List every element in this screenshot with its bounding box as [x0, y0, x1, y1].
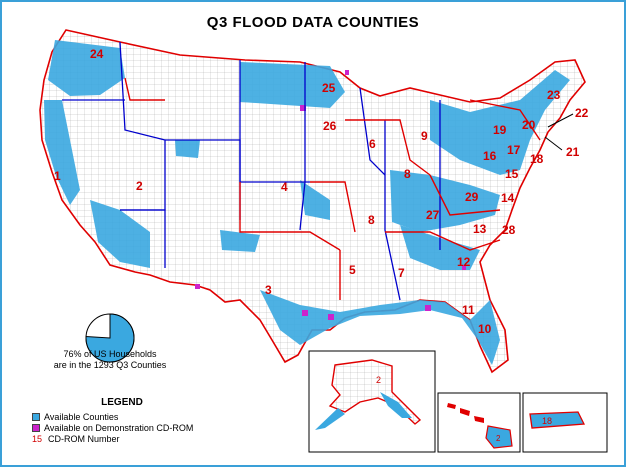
state-lines — [62, 41, 441, 301]
cd-label: 7 — [398, 266, 405, 280]
cd-label: 12 — [457, 255, 471, 269]
cd-label: 20 — [522, 118, 536, 132]
cd-label: 29 — [465, 190, 479, 204]
cd-label: 27 — [426, 208, 440, 222]
cd-label: 18 — [530, 152, 544, 166]
cd-label: 21 — [566, 145, 580, 159]
pie-caption-line1: 76% of US Households — [63, 349, 157, 359]
cd-label: 24 — [90, 47, 104, 61]
legend: LEGEND Available Counties Available on D… — [32, 397, 292, 444]
cd-label: 9 — [421, 129, 428, 143]
legend-row-available: Available Counties — [32, 411, 292, 422]
cd-label: 6 — [369, 137, 376, 151]
cd-label: 22 — [575, 106, 589, 120]
puerto-rico-cd-label: 18 — [542, 416, 552, 426]
cd-label: 15 — [505, 167, 519, 181]
cd-number-labels: 24 1 2 4 3 25 26 6 8 8 9 5 7 27 12 13 11… — [54, 47, 589, 336]
legend-row-cd-number: 15 CD-ROM Number — [32, 433, 292, 444]
cd-label: 25 — [322, 81, 336, 95]
cd-label: 3 — [265, 283, 272, 297]
legend-cd-number-label: CD-ROM Number — [48, 433, 120, 444]
legend-demo-label: Available on Demonstration CD-ROM — [44, 422, 194, 433]
cd-label: 23 — [547, 88, 561, 102]
cd-label: 11 — [462, 303, 475, 317]
available-swatch — [32, 412, 40, 421]
legend-available-label: Available Counties — [44, 411, 119, 422]
hawaii-inset: 2 — [437, 392, 521, 453]
cd-region-borders — [124, 77, 541, 300]
cd-label: 16 — [483, 149, 497, 163]
cd-number-sample: 15 — [32, 433, 43, 444]
cd-label: 17 — [507, 143, 521, 157]
pie-caption-line2: are in the 1293 Q3 Counties — [53, 360, 167, 370]
alaska-cd-label: 2 — [376, 375, 381, 385]
cd-label: 13 — [473, 222, 487, 236]
hawaii-cd-label: 2 — [496, 434, 501, 443]
households-pie — [85, 313, 135, 363]
map-title: Q3 FLOOD DATA COUNTIES — [206, 14, 420, 31]
cd-label: 10 — [478, 322, 492, 336]
cd-label: 14 — [501, 191, 515, 205]
cd-label: 8 — [368, 213, 375, 227]
cd-label: 26 — [323, 119, 337, 133]
legend-title: LEGEND — [101, 397, 143, 408]
pie-caption: 76% of US Households are in the 1293 Q3 … — [40, 349, 180, 371]
pointer-lines — [544, 113, 574, 151]
pie-slice-q3 — [85, 313, 135, 363]
cd-label: 2 — [136, 179, 143, 193]
available-county-areas — [44, 40, 570, 365]
legend-row-demo: Available on Demonstration CD-ROM — [32, 422, 292, 433]
puerto-rico-inset: 18 — [522, 392, 608, 453]
cd-label: 28 — [502, 223, 516, 237]
alaska-inset: 2 — [308, 350, 436, 453]
cd-label: 5 — [349, 263, 356, 277]
demo-counties — [195, 70, 466, 320]
cd-label: 1 — [54, 169, 61, 183]
cd-label: 4 — [281, 180, 288, 194]
demo-swatch — [32, 423, 40, 432]
cd-label: 19 — [493, 123, 507, 137]
cd-label: 8 — [404, 167, 411, 181]
